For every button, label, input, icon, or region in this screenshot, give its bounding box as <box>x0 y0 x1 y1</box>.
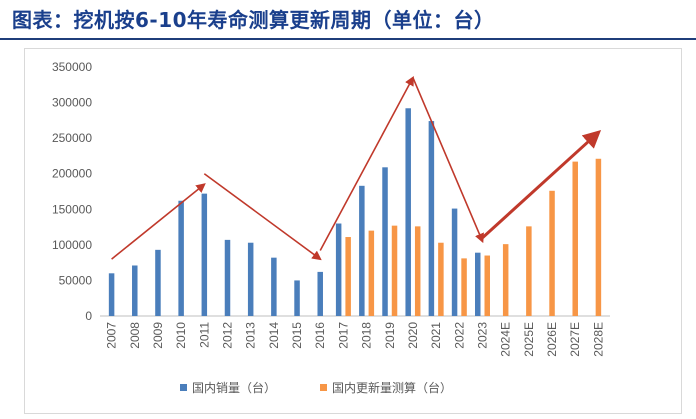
bar-domestic-sales <box>317 271 323 316</box>
x-tick-label: 2028E <box>591 322 605 357</box>
bar-domestic-sales <box>405 108 411 317</box>
x-tick-label: 2013 <box>244 322 258 349</box>
bar-update-estimate <box>414 226 421 316</box>
x-tick-label: 2026E <box>545 322 559 357</box>
legend-label-domestic-sales: 国内销量（台） <box>192 380 276 395</box>
chart-frame <box>24 48 682 414</box>
page-title: 图表：挖机按6-10年寿命测算更新周期（单位：台） <box>12 8 495 32</box>
bar-update-estimate <box>368 230 375 316</box>
x-tick-label: 2023 <box>476 322 490 349</box>
bar-update-estimate <box>461 258 467 316</box>
bar-domestic-sales <box>132 265 138 316</box>
bar-update-estimate <box>526 226 532 316</box>
x-tick-label: 2024E <box>499 322 513 357</box>
trend-arrow <box>111 183 206 260</box>
y-tick-label: 0 <box>85 309 92 323</box>
bar-update-estimate <box>391 225 398 316</box>
y-tick-label: 300000 <box>52 96 92 110</box>
bar-domestic-sales <box>178 200 184 316</box>
bar-update-estimate <box>484 255 490 316</box>
bar-domestic-sales <box>247 242 254 316</box>
trend-arrow <box>481 130 602 239</box>
x-tick-label: 2020 <box>406 322 420 349</box>
y-tick-label: 350000 <box>52 60 92 74</box>
bar-domestic-sales <box>108 273 115 316</box>
x-tick-label: 2012 <box>221 322 235 349</box>
x-tick-label: 2017 <box>336 322 350 349</box>
bar-update-estimate <box>572 161 578 316</box>
bar-update-estimate <box>595 158 602 316</box>
bar-domestic-sales <box>155 249 161 316</box>
x-tick-label: 2007 <box>105 322 119 349</box>
x-tick-label: 2018 <box>360 322 374 349</box>
bar-domestic-sales <box>451 208 458 316</box>
trend-arrow <box>319 75 414 251</box>
bar-update-estimate <box>345 237 351 316</box>
bar-update-estimate <box>438 242 444 316</box>
trend-arrow <box>203 173 322 261</box>
bar-domestic-sales <box>335 223 342 316</box>
bar-domestic-sales <box>224 239 231 316</box>
bar-domestic-sales <box>428 121 435 316</box>
bar-domestic-sales <box>201 193 208 316</box>
y-tick-label: 100000 <box>52 238 92 252</box>
bar-domestic-sales <box>294 280 300 316</box>
bar-update-estimate <box>502 244 509 316</box>
y-tick-label: 50000 <box>59 273 93 287</box>
bar-domestic-sales <box>271 257 277 316</box>
x-tick-label: 2011 <box>197 322 211 348</box>
x-tick-label: 2021 <box>429 322 443 349</box>
legend-swatch-domestic-sales <box>180 384 187 391</box>
y-tick-label: 200000 <box>52 167 92 181</box>
bar-update-estimate <box>549 190 555 316</box>
legend-swatch-update-estimate <box>320 384 327 391</box>
title-divider <box>0 38 696 40</box>
bar-domestic-sales <box>382 167 388 316</box>
x-tick-label: 2014 <box>267 322 281 349</box>
trend-arrow <box>412 77 484 244</box>
bar-domestic-sales <box>359 185 365 316</box>
bar-domestic-sales <box>475 252 481 316</box>
x-tick-label: 2027E <box>568 322 582 357</box>
y-tick-label: 250000 <box>52 131 92 145</box>
x-tick-label: 2010 <box>174 322 188 349</box>
x-tick-label: 2015 <box>290 322 304 349</box>
x-tick-label: 2016 <box>313 322 327 349</box>
x-tick-label: 2025E <box>522 322 536 357</box>
x-tick-label: 2008 <box>128 322 142 349</box>
x-tick-label: 2019 <box>383 322 397 349</box>
legend-label-update-estimate: 国内更新量测算（台） <box>332 380 452 395</box>
y-tick-label: 150000 <box>52 202 92 216</box>
x-tick-label: 2009 <box>151 322 165 349</box>
x-tick-label: 2022 <box>452 322 466 349</box>
